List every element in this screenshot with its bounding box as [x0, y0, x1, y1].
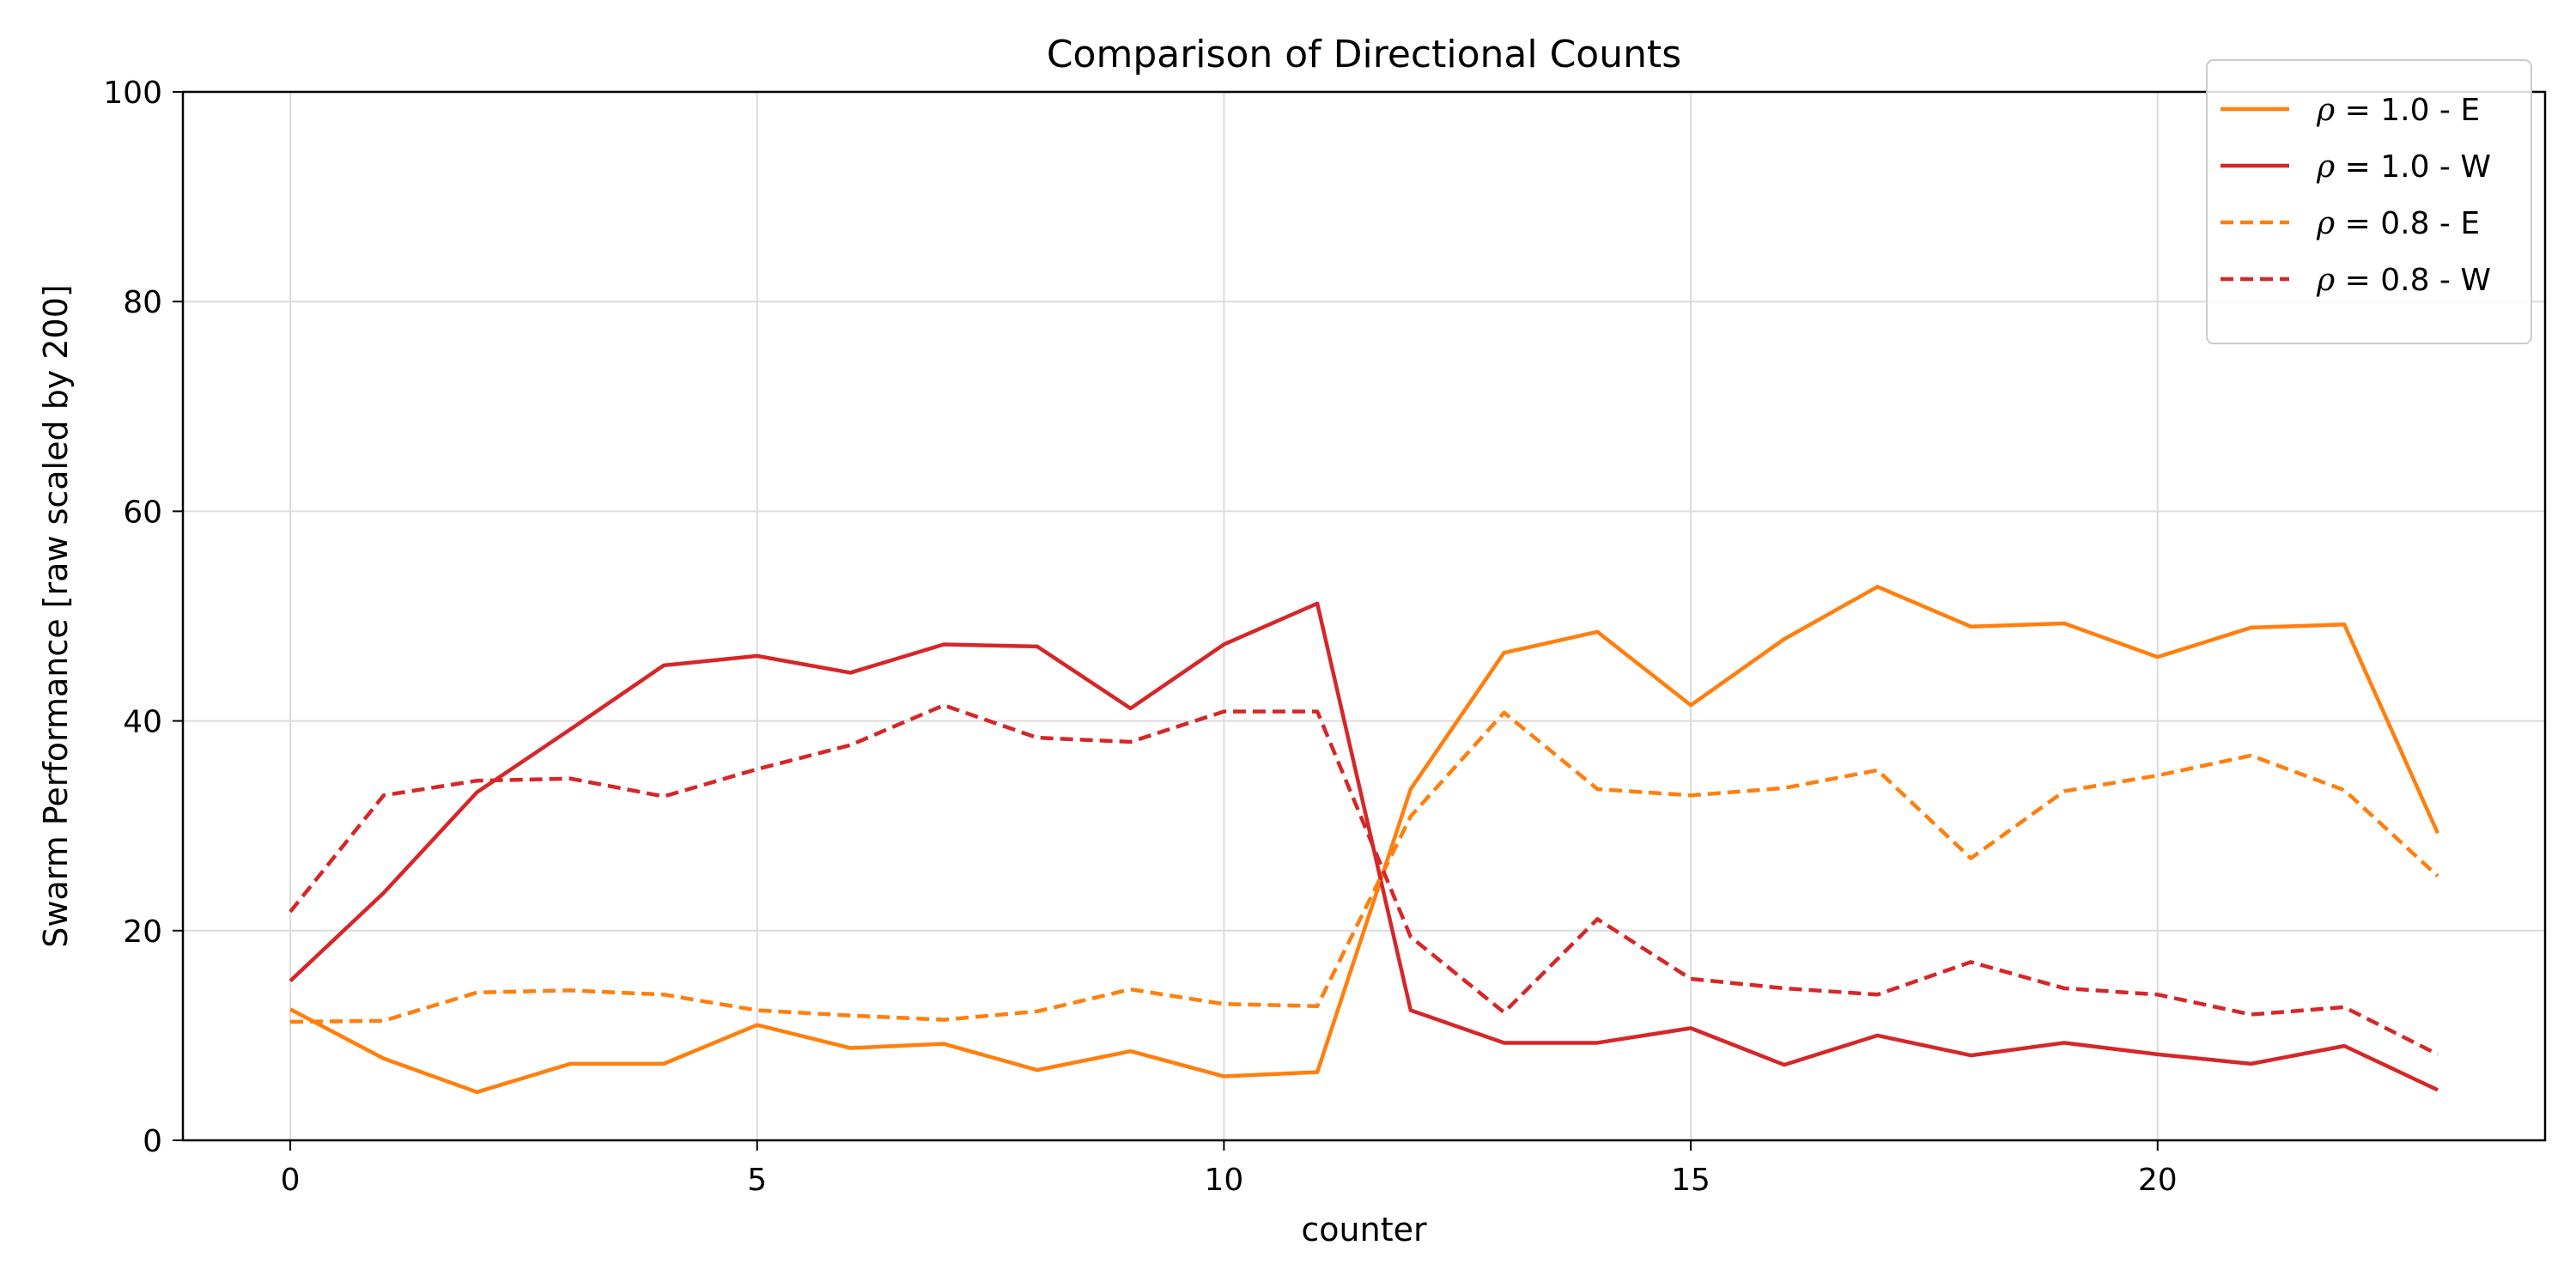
x-tick-label: 15: [1671, 1163, 1710, 1198]
series-line-2: [290, 710, 2439, 1024]
x-tick-label: 10: [1204, 1163, 1243, 1198]
x-tick-label: 5: [747, 1163, 767, 1198]
legend-label: ρ = 1.0 - E: [2316, 93, 2480, 128]
x-tick-label: 20: [2138, 1163, 2178, 1198]
legend-label: ρ = 0.8 - W: [2316, 263, 2491, 298]
y-tick-label: 60: [123, 495, 162, 530]
chart-title: Comparison of Directional Counts: [1047, 33, 1681, 76]
legend: ρ = 1.0 - E ρ = 1.0 - W ρ = 0.8 - E ρ = 0.8…: [2206, 59, 2532, 344]
series-line-1: [289, 601, 2439, 1092]
x-axis-label: counter: [1301, 1211, 1427, 1249]
y-tick-label: 40: [123, 705, 162, 740]
legend-label: ρ = 1.0 - W: [2316, 149, 2491, 185]
y-tick-label: 0: [143, 1124, 162, 1159]
axis-ticks: 0 5 10 15 20 0 20 40 60 80 100: [103, 76, 2177, 1198]
plot-frame: [181, 90, 2547, 1142]
y-axis-label: Swarm Performance [raw scaled by 200]: [37, 284, 75, 947]
series-line-0: [289, 585, 2440, 1095]
y-tick-label: 100: [103, 76, 162, 111]
y-tick-label: 80: [123, 285, 162, 320]
legend-box: [2206, 59, 2532, 344]
x-tick-label: 0: [281, 1163, 301, 1198]
legend-label: ρ = 0.8 - E: [2316, 206, 2480, 241]
y-tick-label: 20: [123, 914, 162, 950]
series-line-3: [289, 703, 2439, 1056]
series-layer: [289, 585, 2440, 1095]
